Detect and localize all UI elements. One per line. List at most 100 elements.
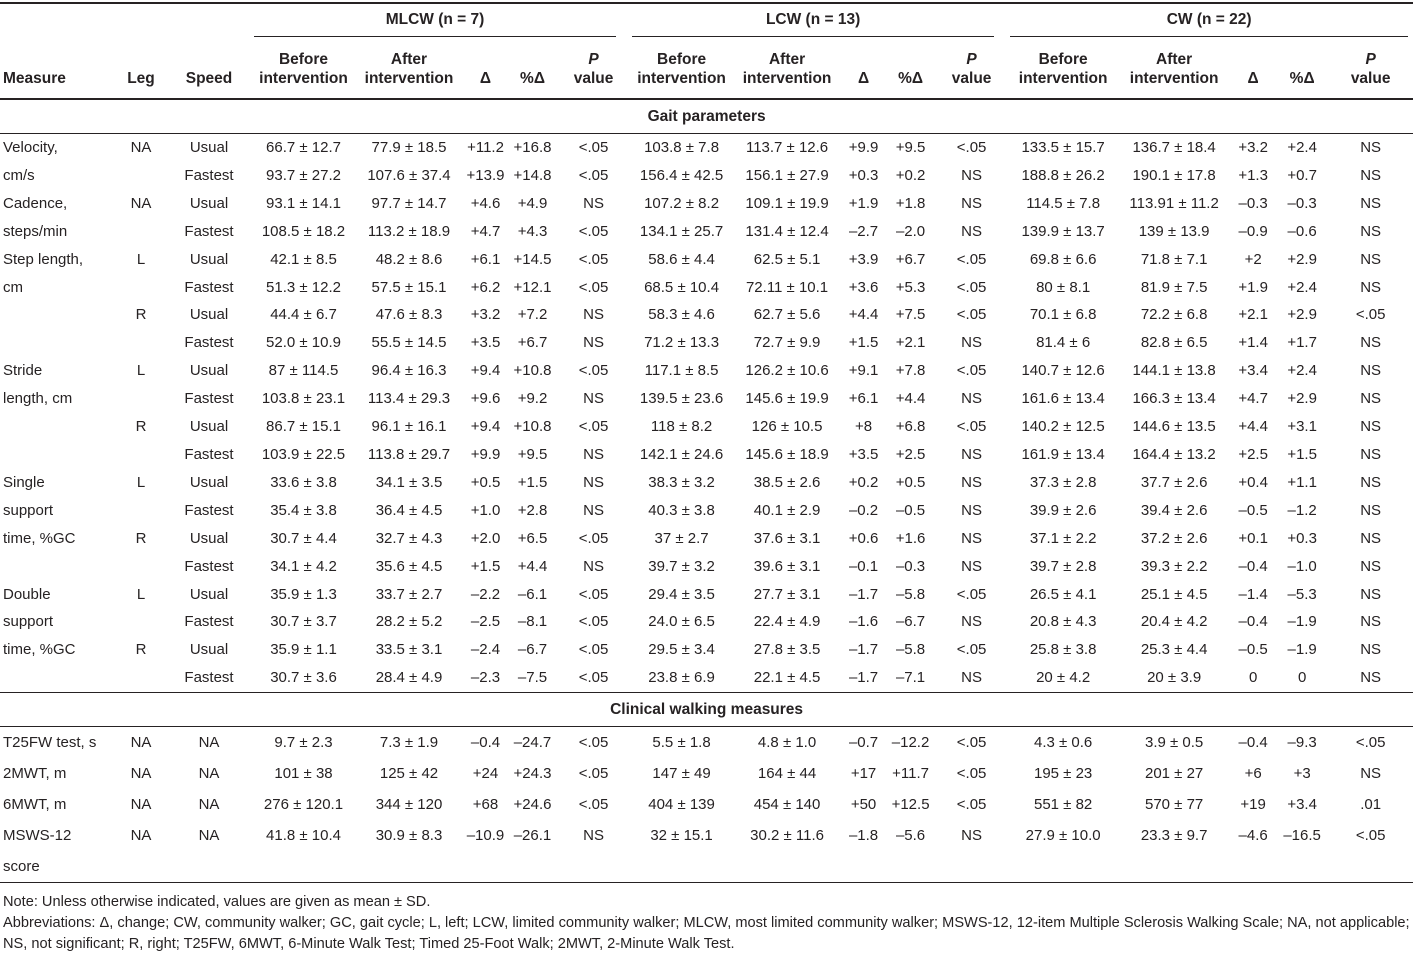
cell-value: –7.1 — [895, 669, 926, 687]
cell-value: +9.5 — [895, 139, 926, 156]
cell-value: 20.4 ± 4.2 — [1140, 613, 1208, 631]
cell-value: 70.1 ± 6.8 — [1029, 306, 1097, 324]
cell-value: 72.11 ± 10.1 — [745, 278, 829, 296]
cell-measure: Single support time, %GC — [3, 473, 76, 547]
sub-col-header: %Δ — [1276, 37, 1329, 100]
cell-value: 188.8 ± 26.2 — [1021, 166, 1105, 184]
cell-value: +0.2 — [848, 473, 879, 491]
cell-value: 109.1 ± 19.9 — [745, 194, 829, 212]
cell-speed: NA — [198, 734, 220, 752]
cell-value: –2.3 — [470, 669, 501, 687]
cell-value: –6.1 — [517, 585, 548, 603]
cell-value: 142.1 ± 24.6 — [639, 445, 724, 463]
cell-value: –0.4 — [1238, 557, 1268, 575]
cell-value: 30.7 ± 3.6 — [270, 669, 337, 687]
cell-value: –0.3 — [1238, 194, 1268, 212]
cell-speed: Usual — [189, 473, 229, 491]
cell-value: +7.2 — [517, 306, 548, 324]
cell-value: 40.1 ± 2.9 — [753, 501, 821, 519]
cell-speed: NA — [198, 827, 220, 845]
cell-value: +6 — [1244, 765, 1262, 783]
cell-value: –10.9 — [466, 827, 505, 845]
cell-value: +3.2 — [1238, 139, 1268, 156]
cell-value: NS — [583, 194, 604, 212]
cell-value: +68 — [472, 796, 499, 814]
cell-value: NS — [583, 827, 604, 845]
cell-speed: Usual — [189, 529, 229, 547]
cell-value: –1.6 — [848, 613, 879, 631]
cell-value: +24.6 — [513, 796, 552, 814]
cell-value: <.05 — [578, 139, 609, 156]
cell-value: <.05 — [578, 166, 609, 184]
cell-value: 103.9 ± 22.5 — [261, 445, 346, 463]
cell-value: 454 ± 140 — [753, 796, 821, 814]
cell-value: 33.5 ± 3.1 — [375, 641, 443, 659]
cell-value: NS — [961, 473, 983, 491]
cell-speed: NA — [198, 796, 220, 814]
cell-value: 55.5 ± 14.5 — [371, 334, 447, 352]
table-row: Single support time, %GC L Usual 33.6 ± 3.8… — [0, 469, 1413, 547]
table-row: Stride length, cm L Usual 87 ± 114.5 96.4 ± … — [0, 357, 1413, 407]
cell-value: 86.7 ± 15.1 — [266, 418, 341, 436]
cell-value: +10.8 — [513, 418, 552, 436]
cell-value: 26.5 ± 4.1 — [1029, 585, 1097, 603]
cell-value: 113.4 ± 29.3 — [367, 390, 451, 408]
cell-value: NS — [1360, 765, 1382, 783]
cell-value: NS — [1360, 362, 1382, 380]
cell-value: 22.4 ± 4.9 — [753, 613, 821, 631]
cell-value: –1.8 — [848, 827, 879, 845]
cell-value: 147 ± 49 — [652, 765, 711, 783]
cell-value: 125 ± 42 — [379, 765, 439, 783]
cell-value: 32.7 ± 4.3 — [375, 529, 443, 547]
cell-value: 27.8 ± 3.5 — [753, 641, 821, 659]
cell-value: –0.4 — [1238, 734, 1268, 752]
cell-value: <.05 — [1355, 306, 1386, 324]
cell-value: NS — [1360, 501, 1382, 519]
cell-value: +1.5 — [1287, 445, 1317, 463]
cell-value: 37.6 ± 3.1 — [753, 529, 821, 547]
cell-value: +6.5 — [517, 529, 548, 547]
cell-value: 164 ± 44 — [757, 765, 817, 783]
cell-value: –0.5 — [1238, 641, 1268, 659]
cell-leg: NA — [130, 734, 152, 752]
cell-value: 80 ± 8.1 — [1036, 278, 1091, 296]
cell-value: 35.4 ± 3.8 — [270, 501, 337, 519]
cell-value: –6.7 — [895, 613, 926, 631]
cell-value: –5.8 — [895, 641, 926, 659]
cell-value: +9.5 — [517, 445, 548, 463]
cell-value: 30.7 ± 3.7 — [270, 613, 337, 631]
cell-value: +7.8 — [895, 362, 926, 380]
cell-value: 201 ± 27 — [1144, 765, 1204, 783]
cell-value: –1.4 — [1238, 585, 1268, 603]
cell-value: 5.5 ± 1.8 — [652, 734, 711, 752]
cell-value: 35.9 ± 1.3 — [270, 585, 337, 603]
cell-value: +3.6 — [848, 278, 879, 296]
cell-measure: MSWS-12 score — [3, 827, 72, 876]
cell-value: +3.4 — [1238, 362, 1268, 380]
cell-value: 144.1 ± 13.8 — [1132, 362, 1216, 380]
cell-value: 9.7 ± 2.3 — [274, 734, 333, 752]
cell-speed: Fastest — [184, 222, 234, 240]
cell-value: 39.7 ± 2.8 — [1029, 557, 1097, 575]
cell-value: NS — [961, 194, 983, 212]
cell-value: <.05 — [578, 250, 609, 268]
section-title-row: Clinical walking measures — [0, 692, 1413, 728]
cell-value: 114.5 ± 7.8 — [1026, 194, 1101, 212]
cell-value: +14.5 — [513, 250, 552, 268]
cell-value: 113.2 ± 18.9 — [367, 222, 451, 240]
cell-value: <.05 — [578, 362, 609, 380]
cell-value: +3.2 — [470, 306, 501, 324]
group-header: LCW (n = 13) — [630, 3, 1008, 37]
cell-value: 39.9 ± 2.6 — [1029, 501, 1097, 519]
cell-value: 37 ± 2.7 — [654, 529, 709, 547]
cell-value: 4.3 ± 0.6 — [1033, 734, 1093, 752]
group-label: MLCW (n = 7) — [254, 11, 617, 37]
cell-leg: NA — [130, 194, 152, 212]
cell-value: 140.7 ± 12.6 — [1021, 362, 1105, 380]
cell-value: +19 — [1240, 796, 1266, 814]
cell-value: +2.1 — [895, 334, 926, 352]
cell-value: NS — [583, 445, 604, 463]
cell-value: 37.2 ± 2.6 — [1140, 529, 1208, 547]
